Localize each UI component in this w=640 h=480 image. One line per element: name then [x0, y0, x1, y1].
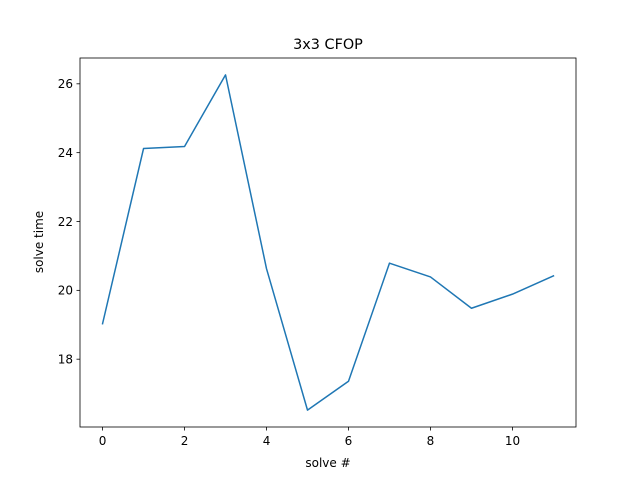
x-axis-label: solve # [305, 456, 350, 470]
x-tick-label: 2 [181, 434, 189, 448]
x-tick-label: 4 [263, 434, 271, 448]
x-tick-label: 10 [505, 434, 520, 448]
plot-frame [79, 57, 577, 428]
y-tick-label: 26 [58, 77, 73, 91]
x-tick-label: 0 [99, 434, 107, 448]
y-tick-label: 20 [58, 284, 73, 298]
x-tick-label: 8 [427, 434, 435, 448]
y-tick-label: 24 [58, 146, 73, 160]
series-line-0 [101, 74, 555, 411]
y-axis-label: solve time [32, 211, 46, 273]
x-tick-label: 6 [345, 434, 353, 448]
y-tick-label: 22 [58, 215, 73, 229]
chart-title: 3x3 CFOP [293, 37, 363, 53]
y-tick-label: 18 [58, 352, 73, 366]
